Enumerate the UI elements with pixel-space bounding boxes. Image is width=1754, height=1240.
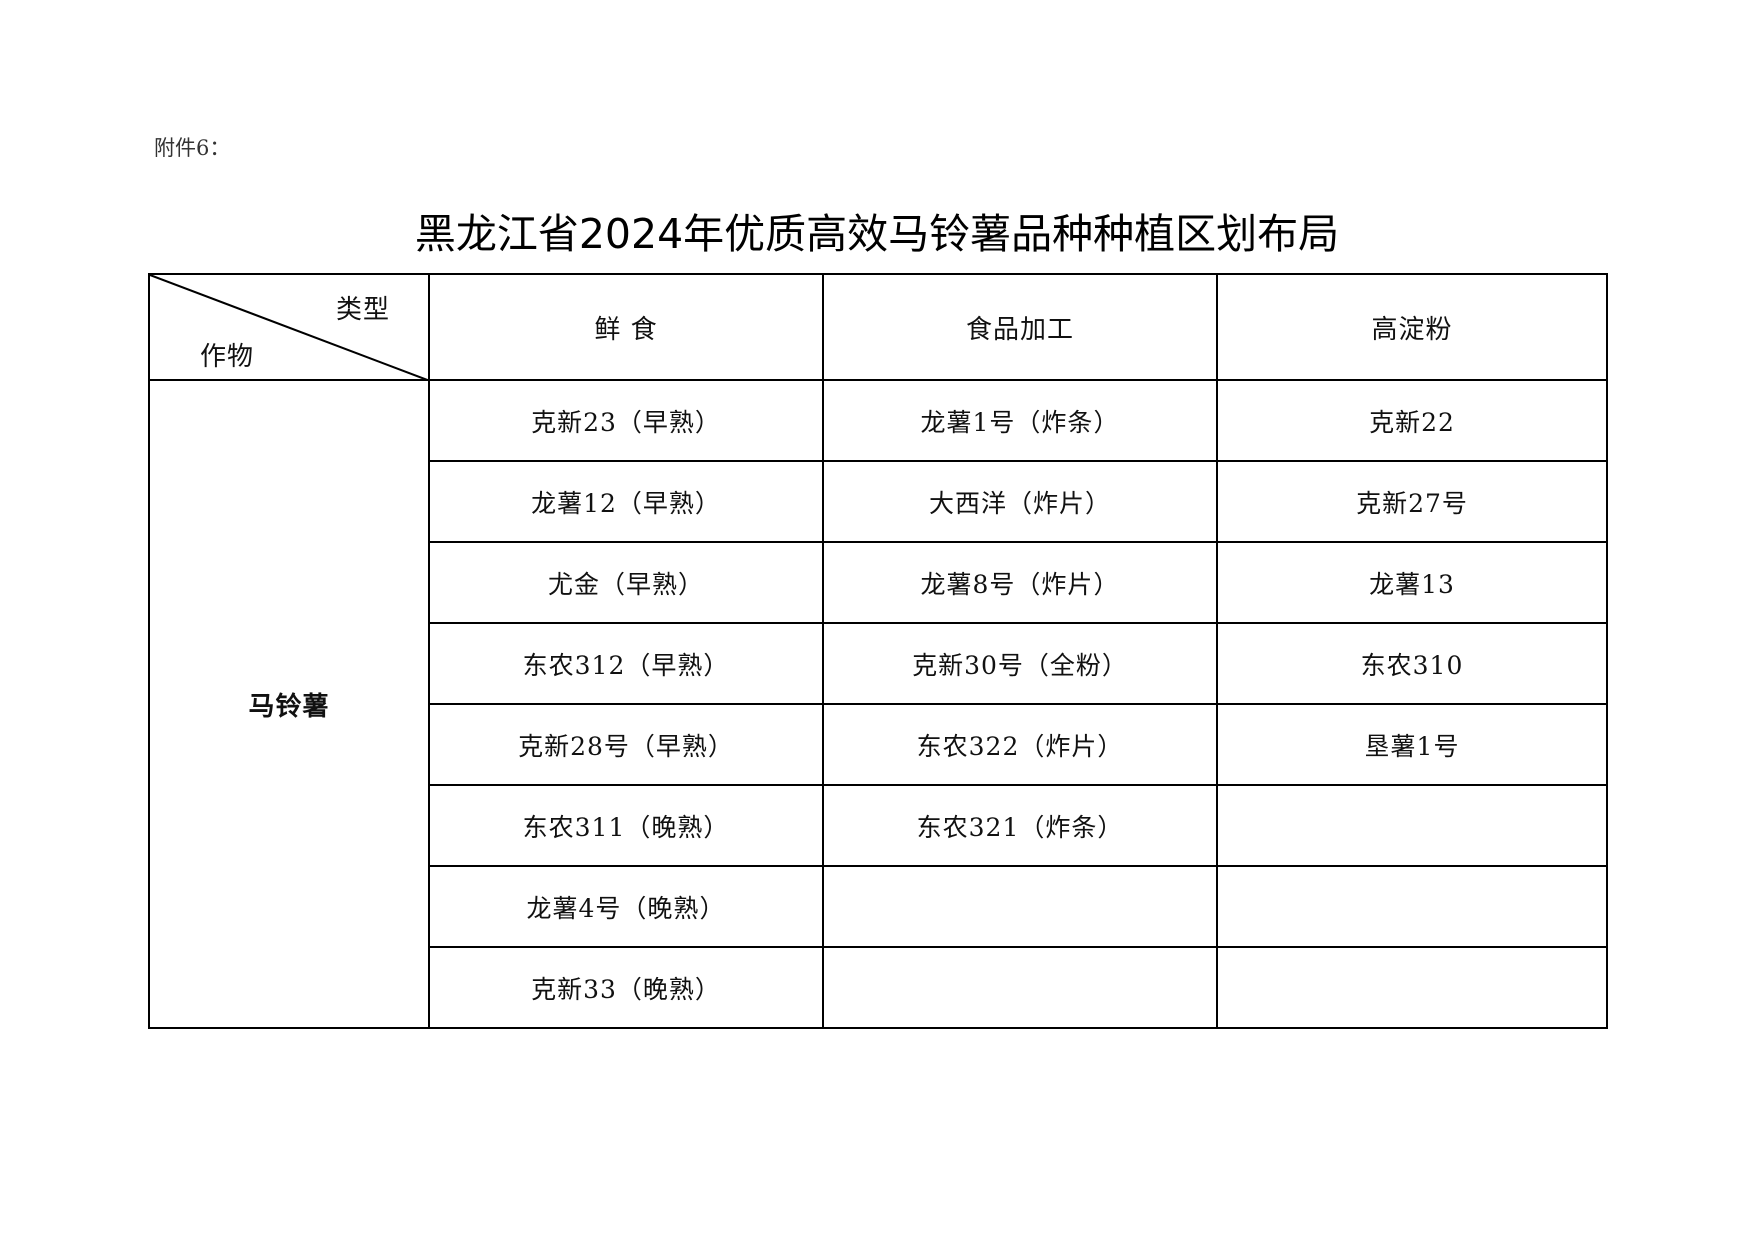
table-cell: 龙薯4号（晚熟）	[428, 865, 824, 948]
attachment-label: 附件6：	[154, 136, 231, 160]
header-cell: 高淀粉	[1216, 273, 1608, 381]
table-cell	[1216, 865, 1608, 948]
table-cell: 克新27号	[1216, 460, 1608, 543]
table-cell	[822, 865, 1218, 948]
table-row: 克新28号（早熟） 东农322（炸片） 垦薯1号	[149, 703, 1608, 786]
table-cell	[1216, 946, 1608, 1029]
table-cell: 东农321（炸条）	[822, 784, 1218, 867]
crop-cell: 马铃薯	[148, 379, 430, 1029]
table-cell: 龙薯8号（炸片）	[822, 541, 1218, 624]
corner-top-label: 类型	[335, 295, 390, 325]
corner-cell: 类型 作物	[148, 273, 430, 381]
header-cell: 鲜 食	[428, 273, 824, 381]
table-cell: 大西洋（炸片）	[822, 460, 1218, 543]
table-row: 马铃薯 克新23（早熟） 龙薯1号（炸条） 克新22	[148, 379, 1608, 1029]
header-cell: 食品加工	[822, 273, 1218, 381]
table-cell: 克新23（早熟）	[428, 379, 824, 462]
table-cell: 克新22	[1216, 379, 1608, 462]
table-cell: 克新30号（全粉）	[822, 622, 1218, 705]
table-cell: 克新28号（早熟）	[428, 703, 824, 786]
corner-bottom-label: 作物	[200, 342, 255, 372]
table-row: 龙薯12（早熟） 大西洋（炸片） 克新27号	[149, 460, 1608, 543]
page-title: 黑龙江省2024年优质高效马铃薯品种种植区划布局	[414, 210, 1340, 258]
table-cell: 东农311（晚熟）	[428, 784, 824, 867]
header-row: 类型 作物 鲜 食 食品加工 高淀粉	[148, 273, 1608, 381]
table-row: 克新33（晚熟）	[149, 946, 1608, 1029]
table-cell: 东农322（炸片）	[822, 703, 1218, 786]
table-cell: 东农312（早熟）	[428, 622, 824, 705]
table-cell: 垦薯1号	[1216, 703, 1608, 786]
table-cell: 龙薯13	[1216, 541, 1608, 624]
table-cell: 龙薯12（早熟）	[428, 460, 824, 543]
table-row: 龙薯4号（晚熟）	[149, 865, 1608, 948]
diagonal-line	[150, 275, 430, 381]
table-cell	[1216, 784, 1608, 867]
table-row: 尤金（早熟） 龙薯8号（炸片） 龙薯13	[149, 541, 1608, 624]
table-cell: 龙薯1号（炸条）	[822, 379, 1218, 462]
table-cell: 克新33（晚熟）	[428, 946, 824, 1029]
table-cell: 东农310	[1216, 622, 1608, 705]
table-cell	[822, 946, 1218, 1029]
variety-table: 类型 作物 鲜 食 食品加工 高淀粉 马铃薯 克新23（早熟） 龙薯1号（炸条） 克新…	[148, 273, 1608, 1029]
table-row: 东农311（晚熟） 东农321（炸条）	[149, 784, 1608, 867]
table-cell: 尤金（早熟）	[428, 541, 824, 624]
table-row: 东农312（早熟） 克新30号（全粉） 东农310	[149, 622, 1608, 705]
